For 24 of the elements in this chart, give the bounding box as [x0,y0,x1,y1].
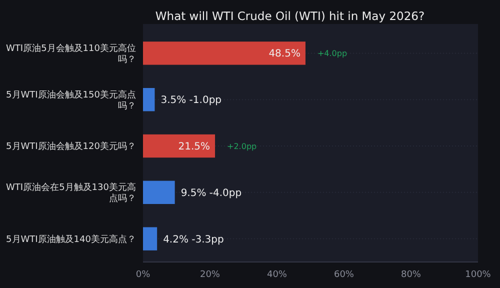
bar [143,134,216,158]
annotation: +4.0pp [317,49,348,58]
annotation: +2.0pp [227,142,257,151]
data-label: 48.5% [268,48,300,60]
bar [143,180,175,204]
bar [143,227,158,250]
y-tick-label: 5月WTI原油会触及120美元吗？ [6,141,136,152]
bar [143,42,306,65]
chart-title: What will WTI Crude Oil (WTI) hit in May 2026? [155,9,425,23]
x-tick-label: 20% [200,270,220,280]
data-label: 9.5% -4.0pp [180,188,242,199]
x-tick-label: 60% [334,270,354,280]
bar [143,88,155,112]
y-tick-label: 5月WTI原油触及140美元高点？ [6,234,136,245]
y-tick-label: WTI原油5月会触及110美元高位吗？ [6,42,136,65]
x-tick-label: 0% [136,270,151,280]
data-label: 4.2% -3.3pp [163,234,224,246]
y-tick-label: 5月WTI原油会触及150美元高点吗？ [6,89,136,112]
x-tick-label: 40% [266,270,288,280]
data-label: 3.5% -1.0pp [160,95,222,106]
x-tick-label: 100% [465,270,492,280]
x-tick-label: 80% [400,270,422,280]
data-label: 21.5% [178,142,210,152]
y-tick-label: WTI原油会在5月触及130美元高点吗？ [6,182,136,204]
